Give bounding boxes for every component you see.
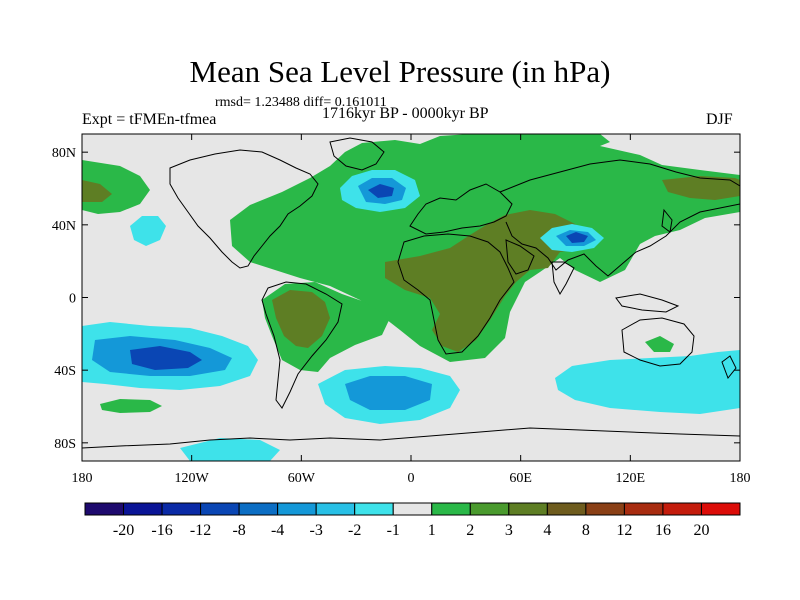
colorbar-swatch [84,502,125,516]
colorbar-swatch [508,502,548,516]
coastlines [82,137,740,449]
y-tick-label: 0 [69,292,76,307]
colorbar-label: 8 [582,522,590,539]
colorbar-label: -12 [190,522,211,539]
colorbar-swatch [392,502,433,516]
colorbar-label: -1 [387,522,400,539]
atlantic-mid-negative [345,376,432,410]
africa-coast [397,233,515,355]
period-label: 1716kyr BP - 0000kyr BP [322,105,489,122]
japan-coast [661,208,673,233]
asia-coast [499,159,740,277]
colorbar-label: 1 [428,522,436,539]
colorbar-label: 2 [466,522,474,539]
plot-title: Mean Sea Level Pressure (in hPa) [189,54,611,89]
antarctic-negative [180,438,280,461]
colorbar-swatch [546,502,587,516]
colorbar-swatch [315,502,356,516]
colorbar-label: -2 [348,522,361,539]
colorbar-label: -20 [113,522,134,539]
x-tick-label: 60W [288,471,316,486]
colorbar-swatch [585,502,625,516]
colorbar-swatch [123,502,163,516]
y-axis: 80N 40N 0 40S 80S [52,146,740,452]
southeast-asia-islands [615,293,680,313]
india-coast [551,261,575,296]
pacific-strong-negative [130,346,202,370]
tibet-strong-negative [566,232,588,243]
south-america-strong-positive [272,290,330,348]
colorbar-label: -4 [271,522,284,539]
colorbar-swatch [161,502,202,516]
australia-coast [621,317,695,367]
colorbar-label: -8 [232,522,245,539]
antarctica-coast [82,427,740,449]
colorbar-label: 12 [616,522,632,539]
australia-positive-patch [645,336,674,352]
new-zealand-coast [721,355,737,379]
strong-positive-anomaly-regions [82,176,740,352]
stats-label: rmsd= 1.23488 diff= 0.161011 [215,95,387,110]
y-tick-label: 40N [52,219,76,234]
north-africa-strong-positive [385,210,590,352]
south-pacific-positive-patch [100,399,162,413]
colorbar-swatch [662,502,702,516]
greenland-coast [329,137,385,171]
season-label: DJF [706,111,733,128]
arctic-east-positive-region [560,134,610,150]
colorbar-swatch [469,502,510,516]
arabia-coast [505,239,535,275]
colorbar-swatch [354,502,394,516]
europe-coast [409,183,513,235]
experiment-label: Expt = tFMEn-tfmea [82,111,217,128]
colorbar-swatch [431,502,471,516]
colorbar-label: 4 [543,522,551,539]
y-tick-label: 80S [54,437,76,452]
north-pacific-negative [130,216,166,246]
colorbar: -20 -16 -12 -8 -4 -3 -2 -1 1 2 3 4 8 12 16 20 [84,502,741,539]
x-tick-label: 180 [72,471,93,486]
colorbar-swatch [200,502,240,516]
colorbar-swatch [623,502,664,516]
x-axis: 180 120W 60W 0 60E 120E 180 [72,134,751,486]
colorbar-swatch [700,502,741,516]
strong-negative-anomaly-regions [130,184,588,370]
colorbar-label: -16 [151,522,172,539]
x-tick-label: 0 [408,471,415,486]
colorbar-label: -3 [310,522,323,539]
colorbar-label: 16 [655,522,671,539]
x-tick-label: 60E [509,471,532,486]
northeast-asia-strong-positive [662,176,740,200]
north-america-coast [169,149,319,269]
colorbar-swatch [277,502,317,516]
north-pacific-strong-positive [82,180,112,202]
y-tick-label: 80N [52,146,76,161]
colorbar-label: 20 [693,522,709,539]
southern-ocean-indian-negative [555,350,740,414]
x-tick-label: 180 [730,471,751,486]
x-tick-label: 120W [175,471,210,486]
tasman-negative [700,354,740,388]
colorbar-label: 3 [505,522,513,539]
y-tick-label: 40S [54,364,76,379]
north-atlantic-strong-negative [368,184,394,198]
x-tick-label: 120E [616,471,646,486]
pressure-field [82,134,740,461]
south-america-coast [261,281,343,409]
colorbar-swatch [238,502,279,516]
